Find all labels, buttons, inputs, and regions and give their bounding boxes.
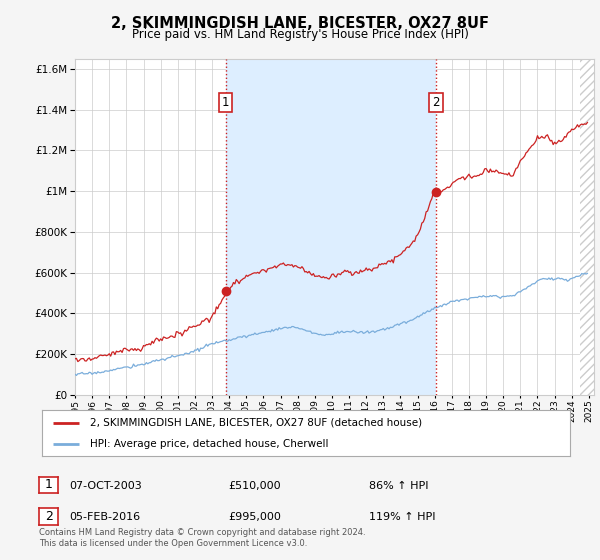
- Text: 1: 1: [44, 478, 53, 492]
- Text: Contains HM Land Registry data © Crown copyright and database right 2024.
This d: Contains HM Land Registry data © Crown c…: [39, 528, 365, 548]
- Text: £995,000: £995,000: [228, 512, 281, 522]
- Text: 05-FEB-2016: 05-FEB-2016: [69, 512, 140, 522]
- Text: 119% ↑ HPI: 119% ↑ HPI: [369, 512, 436, 522]
- Text: 2, SKIMMINGDISH LANE, BICESTER, OX27 8UF: 2, SKIMMINGDISH LANE, BICESTER, OX27 8UF: [111, 16, 489, 31]
- Text: 1: 1: [222, 96, 229, 109]
- Bar: [580, 59, 594, 395]
- Text: Price paid vs. HM Land Registry's House Price Index (HPI): Price paid vs. HM Land Registry's House …: [131, 28, 469, 41]
- Text: 86% ↑ HPI: 86% ↑ HPI: [369, 480, 428, 491]
- Text: HPI: Average price, detached house, Cherwell: HPI: Average price, detached house, Cher…: [89, 439, 328, 449]
- Text: £510,000: £510,000: [228, 480, 281, 491]
- Text: 2: 2: [44, 510, 53, 523]
- Bar: [226, 59, 436, 395]
- Text: 2, SKIMMINGDISH LANE, BICESTER, OX27 8UF (detached house): 2, SKIMMINGDISH LANE, BICESTER, OX27 8UF…: [89, 418, 422, 428]
- Text: 07-OCT-2003: 07-OCT-2003: [69, 480, 142, 491]
- Text: 2: 2: [433, 96, 440, 109]
